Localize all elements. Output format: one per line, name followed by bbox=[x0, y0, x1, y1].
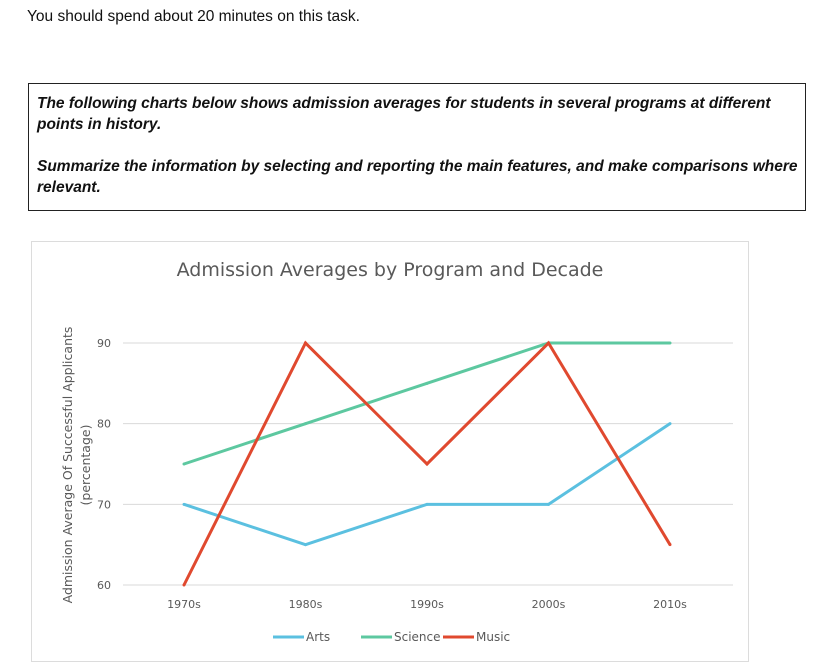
data-point-science bbox=[304, 422, 307, 426]
data-point-music bbox=[668, 543, 672, 547]
y-tick-label: 70 bbox=[97, 498, 111, 511]
data-point-science bbox=[425, 381, 429, 385]
x-tick-label: 1980s bbox=[289, 598, 323, 611]
series-line-science bbox=[183, 341, 670, 466]
x-tick-label: 1990s bbox=[410, 598, 444, 611]
legend: Arts Science Music bbox=[273, 630, 510, 644]
data-point-arts bbox=[668, 422, 672, 426]
data-point-arts bbox=[425, 502, 429, 506]
legend-label-science: Science bbox=[394, 630, 441, 644]
x-tick-label: 2000s bbox=[532, 598, 566, 611]
y-axis-label: Admission Average Of Successful Applican… bbox=[60, 327, 75, 604]
data-point-music bbox=[304, 341, 307, 345]
data-point-music bbox=[425, 462, 429, 466]
y-tick-label: 60 bbox=[97, 579, 111, 592]
legend-label-arts: Arts bbox=[306, 630, 330, 644]
y-tick-label: 90 bbox=[97, 337, 111, 350]
data-point-arts bbox=[182, 502, 186, 506]
x-tick-labels: 1970s 1980s 1990s 2000s 2010s bbox=[167, 598, 687, 611]
data-point-science bbox=[182, 462, 186, 466]
y-axis-sublabel: (percentage) bbox=[78, 425, 93, 506]
data-point-arts bbox=[304, 543, 307, 547]
task-prompt: The following charts below shows admissi… bbox=[37, 95, 771, 133]
task-prompt-box: The following charts below shows admissi… bbox=[28, 83, 806, 211]
data-point-music bbox=[182, 583, 186, 587]
x-tick-label: 1970s bbox=[167, 598, 201, 611]
time-instruction: You should spend about 20 minutes on thi… bbox=[27, 8, 360, 25]
data-point-music bbox=[547, 341, 550, 345]
y-tick-labels: 60 70 80 90 bbox=[97, 337, 111, 592]
series-lines bbox=[182, 340, 672, 587]
legend-label-music: Music bbox=[476, 630, 510, 644]
data-point-science bbox=[668, 341, 672, 345]
data-point-arts bbox=[547, 502, 550, 506]
chart-title: Admission Averages by Program and Decade bbox=[177, 259, 604, 281]
x-tick-label: 2010s bbox=[653, 598, 687, 611]
y-tick-label: 80 bbox=[97, 418, 111, 431]
task-directive: Summarize the information by selecting a… bbox=[37, 158, 798, 196]
